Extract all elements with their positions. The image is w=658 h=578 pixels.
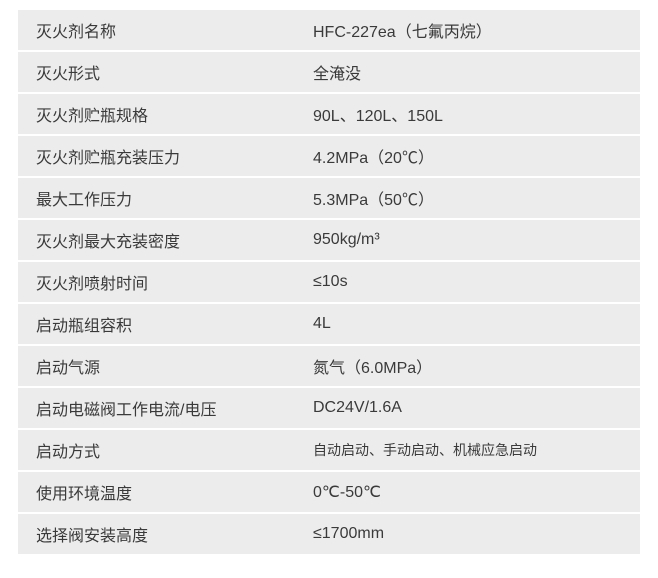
- spec-value: 950kg/m³: [295, 220, 640, 260]
- spec-label: 灭火剂贮瓶充装压力: [18, 136, 295, 176]
- table-row: 选择阀安装高度≤1700mm: [18, 514, 640, 556]
- table-row: 灭火剂最大充装密度950kg/m³: [18, 220, 640, 262]
- table-row: 灭火剂贮瓶规格90L、120L、150L: [18, 94, 640, 136]
- spec-value: HFC-227ea（七氟丙烷）: [295, 10, 640, 50]
- spec-label: 灭火剂名称: [18, 10, 295, 50]
- table-row: 灭火形式全淹没: [18, 52, 640, 94]
- spec-label: 使用环境温度: [18, 472, 295, 512]
- spec-label: 灭火剂最大充装密度: [18, 220, 295, 260]
- spec-label: 最大工作压力: [18, 178, 295, 218]
- spec-label: 启动电磁阀工作电流/电压: [18, 388, 295, 428]
- spec-value: 4.2MPa（20℃）: [295, 136, 640, 176]
- table-row: 启动瓶组容积4L: [18, 304, 640, 346]
- spec-value: 90L、120L、150L: [295, 94, 640, 134]
- spec-label: 选择阀安装高度: [18, 514, 295, 554]
- table-row: 使用环境温度0℃-50℃: [18, 472, 640, 514]
- spec-value: ≤1700mm: [295, 514, 640, 554]
- table-row: 灭火剂名称HFC-227ea（七氟丙烷）: [18, 10, 640, 52]
- spec-label: 灭火剂喷射时间: [18, 262, 295, 302]
- table-row: 启动方式自动启动、手动启动、机械应急启动: [18, 430, 640, 472]
- table-row: 启动气源氮气（6.0MPa）: [18, 346, 640, 388]
- spec-label: 启动方式: [18, 430, 295, 470]
- table-row: 最大工作压力5.3MPa（50℃）: [18, 178, 640, 220]
- spec-table: 灭火剂名称HFC-227ea（七氟丙烷）灭火形式全淹没灭火剂贮瓶规格90L、12…: [18, 10, 640, 556]
- table-row: 灭火剂喷射时间≤10s: [18, 262, 640, 304]
- spec-value: DC24V/1.6A: [295, 388, 640, 428]
- spec-value: 4L: [295, 304, 640, 344]
- spec-value: 5.3MPa（50℃）: [295, 178, 640, 218]
- spec-value: 自动启动、手动启动、机械应急启动: [295, 430, 640, 470]
- spec-label: 启动瓶组容积: [18, 304, 295, 344]
- spec-value: ≤10s: [295, 262, 640, 302]
- spec-label: 灭火形式: [18, 52, 295, 92]
- spec-value: 0℃-50℃: [295, 472, 640, 512]
- table-row: 灭火剂贮瓶充装压力4.2MPa（20℃）: [18, 136, 640, 178]
- table-row: 启动电磁阀工作电流/电压DC24V/1.6A: [18, 388, 640, 430]
- spec-label: 灭火剂贮瓶规格: [18, 94, 295, 134]
- spec-label: 启动气源: [18, 346, 295, 386]
- spec-value: 全淹没: [295, 52, 640, 92]
- spec-value: 氮气（6.0MPa）: [295, 346, 640, 386]
